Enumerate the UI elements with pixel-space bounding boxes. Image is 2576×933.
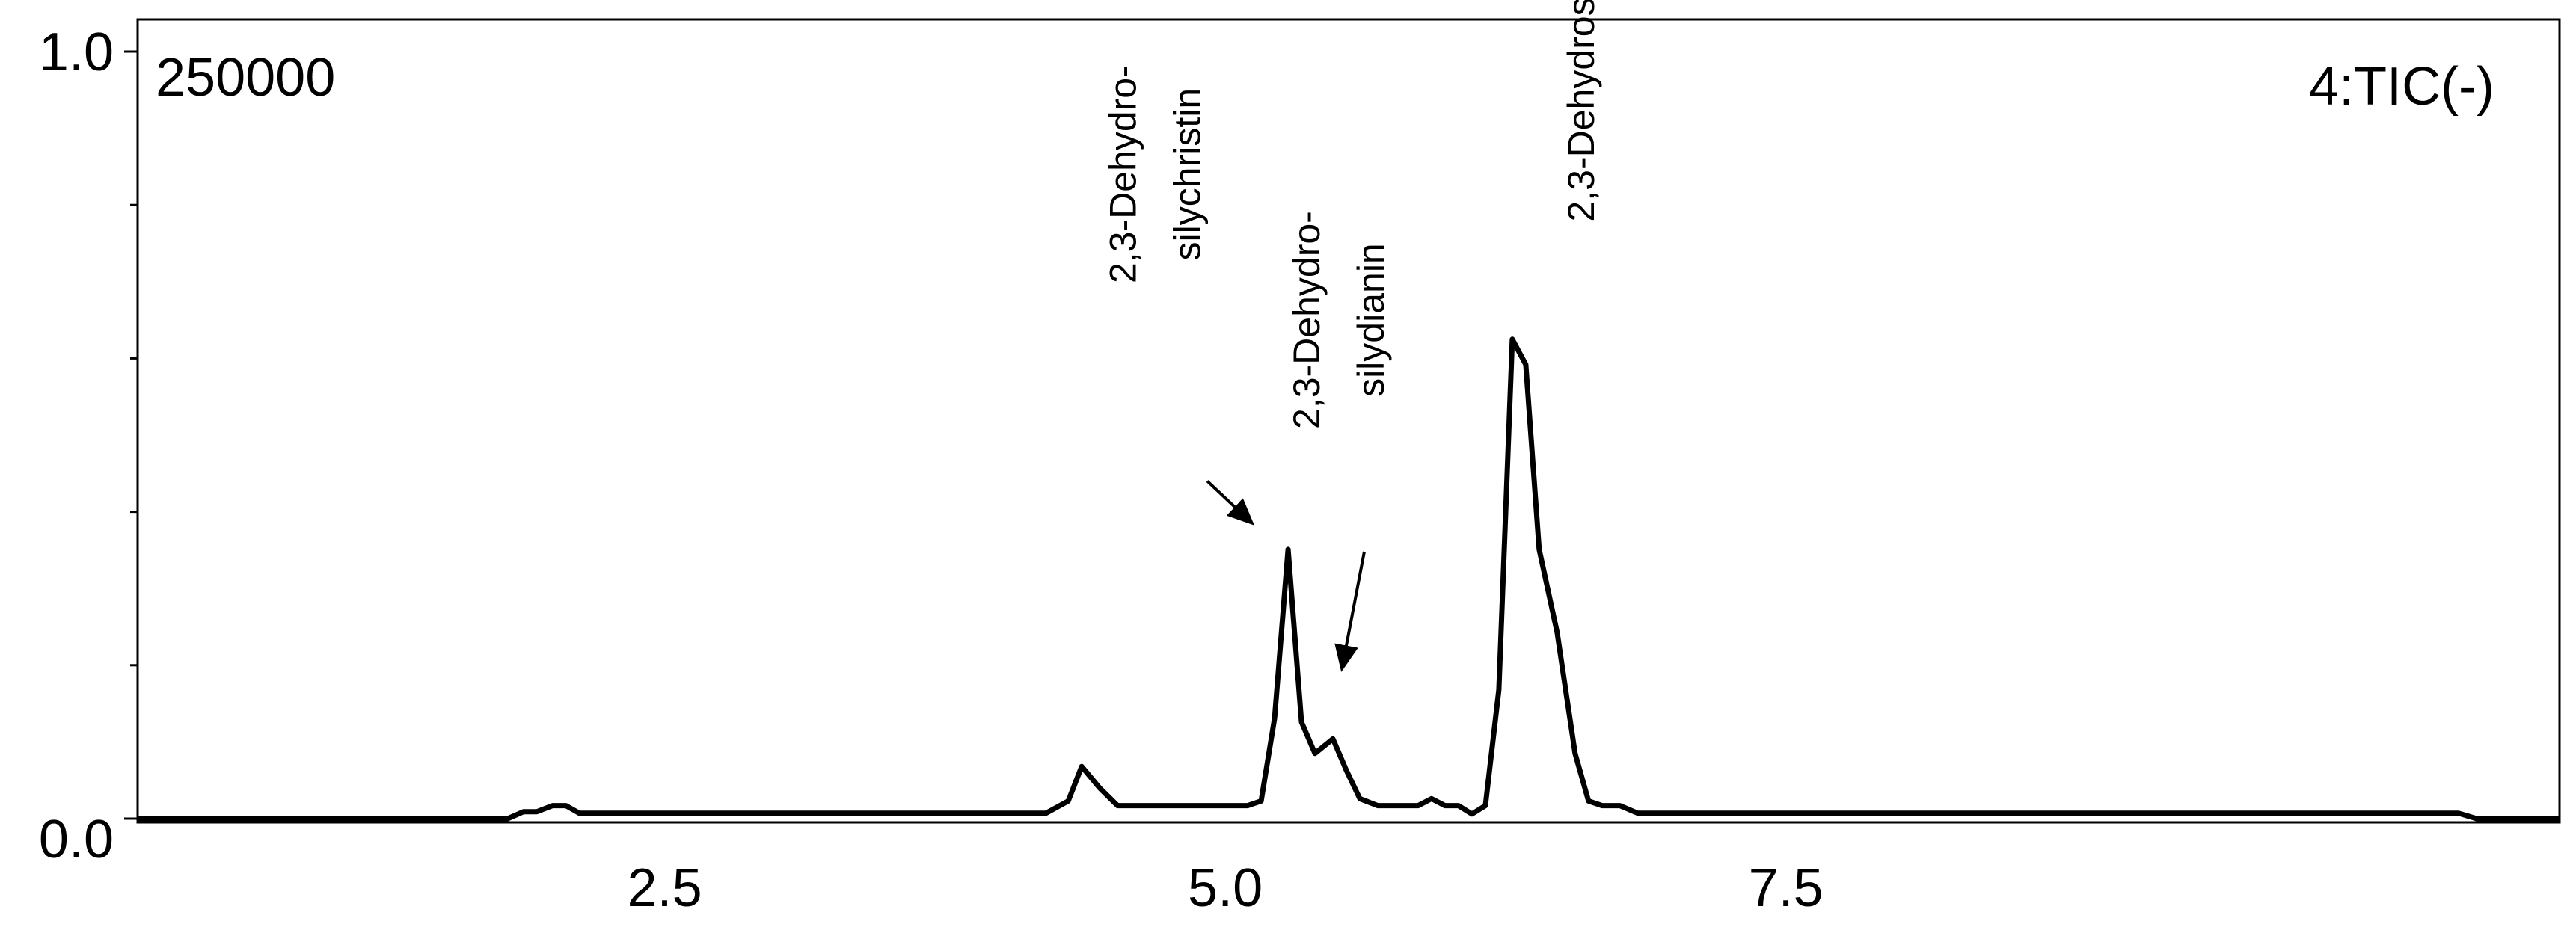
plot-frame [136,18,2561,824]
peak-arrow [1206,480,1254,526]
y-tick-label: 1.0 [39,22,114,82]
peak-label-line: silychristin [1166,88,1208,261]
peak-label-line: 2,3-Dehydro- [1102,65,1144,283]
peak-annotation: 2,3-Dehydro-silydianin [1286,211,1392,429]
x-tick-label: 7.5 [1749,858,1824,918]
tic-trace-line [138,336,2560,822]
peak-arrow [1334,551,1366,672]
peak-annotation: 2,3-Dehydrosilybin [1560,0,1602,222]
x-axis: 2.5 5.0 7.5 [628,858,1824,918]
peak-label-line: 2,3-Dehydro- [1286,211,1328,429]
x-tick-label: 5.0 [1188,858,1263,918]
trace-label: 4:TIC(-) [2309,57,2494,117]
peak-label-line: 2,3-Dehydrosilybin [1560,0,1602,222]
x-tick-label: 2.5 [628,858,702,918]
peak-label-line: silydianin [1350,243,1392,397]
intensity-label: 250000 [156,48,335,108]
y-axis: 0.0 1.0 [39,22,138,869]
peak-annotations: 2,3-Dehydro-silychristin2,3-Dehydro-sily… [1102,0,1602,672]
y-tick-label: 0.0 [39,810,114,869]
peak-annotation: 2,3-Dehydro-silychristin [1102,65,1208,283]
